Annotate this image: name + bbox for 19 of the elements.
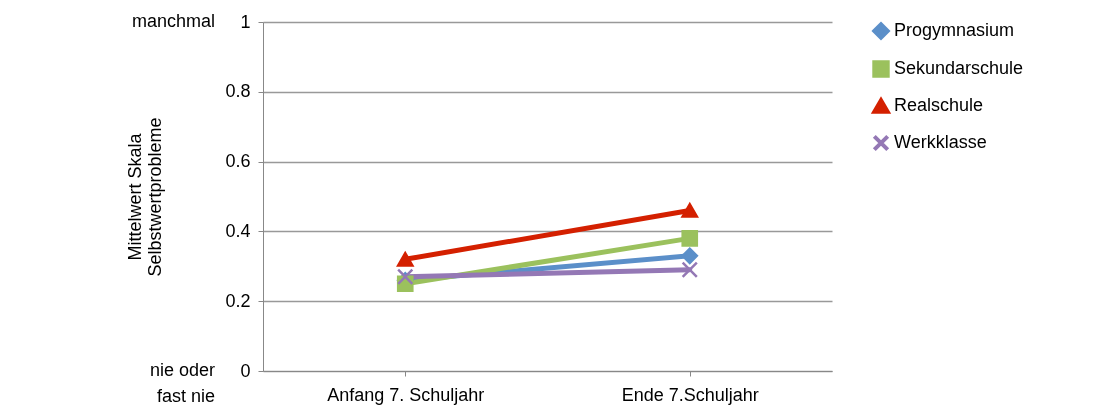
x-tick-label: Ende 7.Schuljahr	[621, 384, 759, 405]
legend-label: Realschule	[894, 95, 984, 115]
text: nie oder fast nie	[149, 360, 215, 406]
x-tick-label: Anfang 7. Schuljahr	[327, 384, 485, 405]
y-axis-title: Mittelwert Skala Selbstwertprobleme	[125, 117, 166, 277]
legend-label: Progymnasium	[894, 20, 1015, 40]
y-tick-label: 0.8	[225, 81, 251, 102]
point	[681, 247, 699, 265]
point	[681, 261, 699, 279]
y-tick-label: 0.4	[225, 220, 251, 241]
point	[681, 230, 699, 247]
y-tick-label: 1	[240, 11, 251, 32]
text: manchmal	[131, 11, 215, 31]
y-tick-label: 0	[240, 360, 251, 381]
legend-label: Werkklasse	[894, 132, 987, 152]
legend-label: Sekundarschule	[894, 58, 1024, 78]
y-tick-label: 0.2	[225, 290, 251, 311]
point	[396, 268, 414, 286]
y-tick-label: 0.6	[225, 151, 251, 172]
